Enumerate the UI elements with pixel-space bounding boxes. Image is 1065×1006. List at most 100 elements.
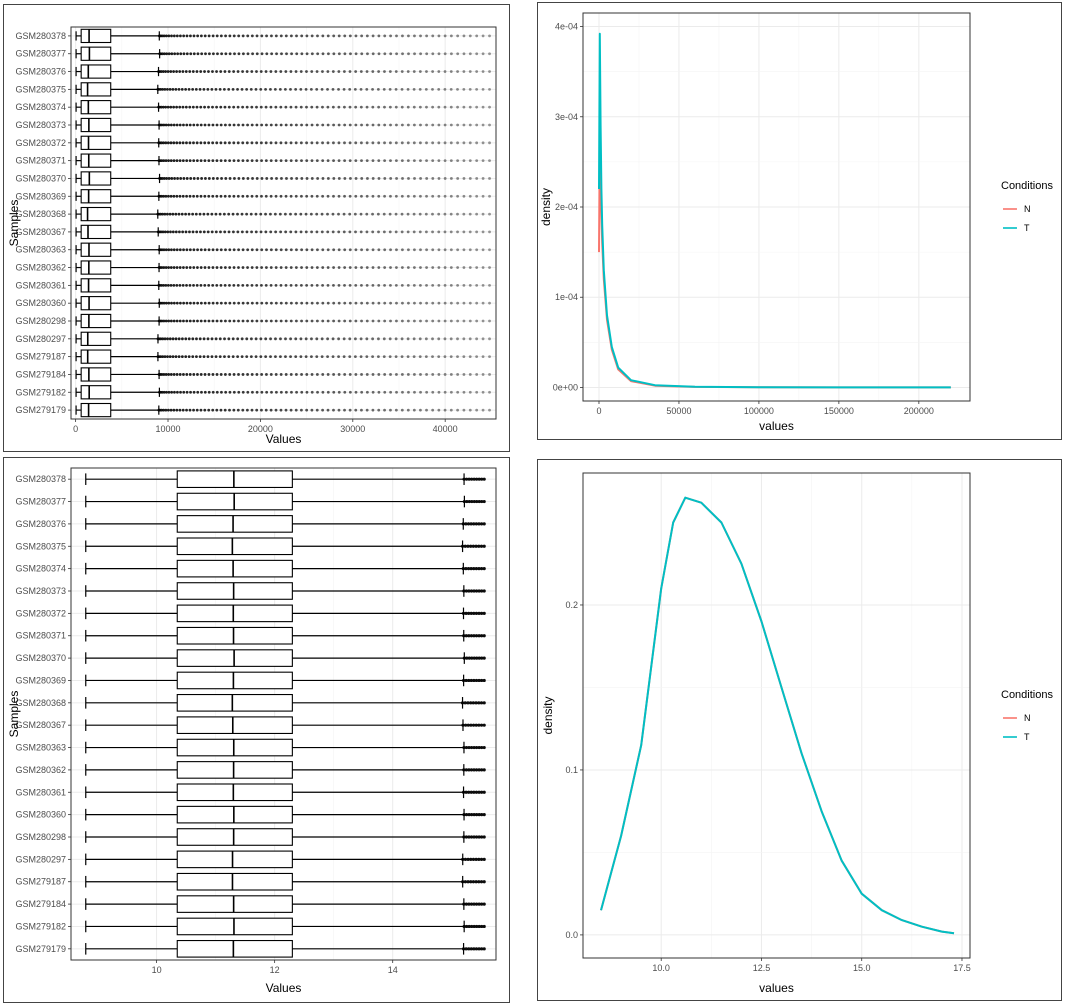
outlier-point: [269, 194, 273, 198]
outlier-point: [431, 70, 435, 73]
outlier-point: [472, 768, 476, 772]
outlier-point: [474, 947, 479, 951]
outlier-point: [236, 87, 239, 91]
outlier-point: [269, 123, 273, 127]
outlier-point: [388, 355, 392, 359]
outlier-point: [467, 611, 471, 615]
outlier-point: [343, 141, 346, 145]
outlier-point: [475, 745, 479, 750]
outlier-point: [240, 87, 244, 91]
outlier-point: [406, 194, 410, 198]
outlier-point: [407, 34, 410, 38]
outlier-point: [326, 337, 330, 341]
outlier-point: [223, 408, 227, 412]
outlier-point: [348, 87, 352, 91]
outlier-point: [246, 319, 249, 323]
outlier-point: [475, 355, 479, 359]
outlier-point: [383, 141, 386, 145]
outlier-point: [371, 34, 375, 38]
outlier-point: [192, 34, 196, 38]
y-tick-label: GSM279182: [15, 921, 66, 931]
outlier-point: [175, 159, 179, 163]
outlier-point: [199, 141, 203, 145]
outlier-point: [477, 745, 481, 750]
outlier-point: [337, 248, 341, 252]
outlier-point: [431, 301, 435, 305]
outlier-point: [371, 52, 375, 56]
outlier-point: [471, 857, 476, 861]
outlier-point: [400, 70, 404, 73]
y-tick-label: GSM280367: [15, 227, 66, 237]
outlier-point: [172, 408, 176, 412]
outlier-point: [443, 408, 447, 412]
y-tick-label: 0.2: [565, 600, 578, 610]
outlier-point: [188, 266, 192, 269]
outlier-point: [279, 408, 283, 412]
outlier-point: [412, 212, 416, 216]
outlier-point: [284, 373, 288, 376]
outlier-point: [172, 319, 176, 323]
outlier-point: [365, 105, 369, 109]
outlier-point: [207, 248, 211, 252]
outlier-point: [245, 283, 249, 287]
outlier-point: [259, 212, 263, 216]
outlier-point: [188, 319, 192, 323]
outlier-point: [464, 835, 469, 839]
outlier-point: [475, 34, 479, 38]
outlier-point: [472, 947, 476, 951]
outlier-point: [468, 34, 472, 38]
outlier-point: [246, 301, 250, 305]
outlier-point: [249, 355, 253, 359]
box-gsm280369: [85, 671, 486, 690]
outlier-point: [377, 373, 381, 376]
outlier-point: [185, 177, 189, 180]
outlier-point: [189, 301, 192, 305]
outlier-point: [207, 159, 211, 163]
outlier-point: [406, 337, 410, 341]
outlier-point: [437, 34, 441, 38]
outlier-point: [269, 159, 273, 163]
box-iqr: [176, 626, 293, 645]
y-tick-label: GSM280372: [15, 608, 66, 618]
outlier-point: [211, 70, 214, 73]
outlier-point: [224, 319, 227, 323]
outlier-point: [468, 283, 472, 287]
outlier-point: [377, 337, 380, 341]
outlier-point: [310, 177, 314, 180]
outlier-point: [305, 194, 309, 198]
outlier-point: [162, 159, 166, 163]
outlier-point: [366, 177, 369, 180]
outlier-point: [481, 141, 485, 145]
outlier-point: [274, 34, 278, 38]
outlier-point: [475, 373, 479, 376]
outlier-point: [182, 52, 186, 56]
outlier-point: [206, 212, 210, 216]
outlier-point: [185, 141, 188, 145]
outlier-point: [389, 159, 392, 163]
outlier-point: [332, 319, 336, 323]
outlier-point: [481, 266, 485, 269]
outlier-point: [419, 266, 422, 269]
outlier-point: [425, 52, 429, 56]
outlier-point: [250, 194, 254, 198]
outlier-point: [182, 301, 186, 305]
outlier-point: [474, 902, 479, 906]
outlier-point: [461, 522, 465, 526]
outlier-point: [310, 283, 314, 287]
outlier-point: [407, 301, 410, 305]
outlier-point: [349, 177, 352, 180]
x-axis-title: Values: [266, 432, 302, 446]
outlier-point: [437, 141, 441, 145]
outlier-point: [162, 123, 166, 127]
outlier-point: [192, 319, 196, 323]
outlier-point: [228, 301, 232, 305]
outlier-point: [269, 141, 273, 145]
outlier-point: [192, 408, 195, 412]
outlier-point: [337, 390, 341, 394]
outlier-point: [170, 301, 173, 305]
outlier-point: [437, 355, 441, 359]
outlier-point: [305, 266, 309, 269]
outlier-point: [315, 319, 319, 323]
outlier-point: [425, 319, 428, 323]
outlier-point: [222, 87, 226, 91]
